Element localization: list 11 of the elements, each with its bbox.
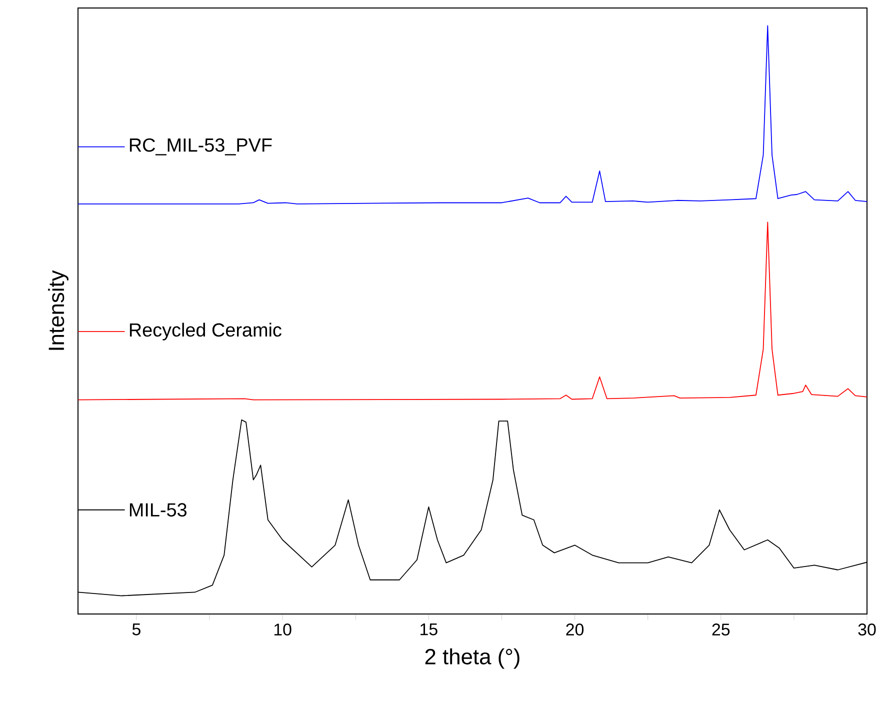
x-tick-label: 5 <box>132 624 140 636</box>
x-tick-label: 20 <box>566 624 584 636</box>
legend-label: MIL-53 <box>130 503 186 517</box>
x-axis-title: 2 theta (°) <box>425 648 520 669</box>
legend-label: RC_MIL-53_PVF <box>130 138 272 156</box>
x-tick-label: 10 <box>274 624 292 636</box>
x-tick-label: 30 <box>858 624 876 636</box>
y-axis-title: Intensity <box>48 270 68 350</box>
x-tick-label: 15 <box>420 624 438 636</box>
legend-label: Recycled Ceramic <box>130 322 282 340</box>
x-tick-label: 25 <box>712 624 730 636</box>
